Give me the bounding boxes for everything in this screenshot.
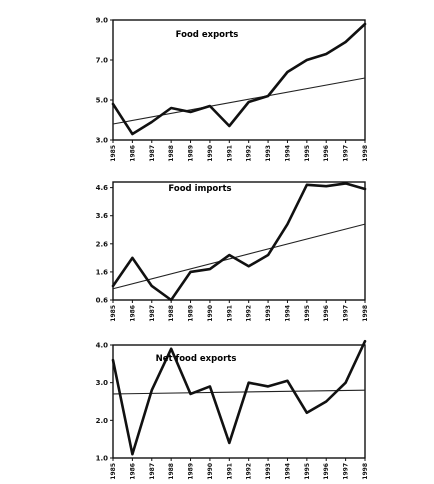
series-line	[111, 339, 367, 456]
x-tick-label: 1987	[149, 305, 156, 322]
y-tick-label: 2.6	[96, 240, 109, 248]
x-tick-label: 1992	[246, 145, 253, 162]
x-tick-label: 1997	[343, 305, 350, 322]
x-tick-label: 1998	[362, 145, 369, 162]
x-tick-label: 1992	[246, 463, 253, 480]
x-tick-label: 1997	[343, 145, 350, 162]
x-tick-label: 1987	[149, 145, 156, 162]
x-tick-label: 1998	[362, 305, 369, 322]
net-food-exports-chart: 1.0 2.0 3.0 4.0 1985 1986 1987 1988 1989 1990 1991…	[96, 339, 369, 480]
x-tick-label: 1985	[110, 463, 117, 480]
food-exports-chart: 3.0 5.0 7.0 9.0 1985 1986 1987 1988 1989 1990 1991…	[96, 17, 369, 162]
x-tick-label: 1997	[343, 463, 350, 480]
series-line	[111, 22, 367, 136]
y-tick-label: 7.0	[96, 57, 109, 65]
x-tick-label: 1995	[304, 145, 311, 162]
y-tick-label: 0.6	[96, 297, 109, 305]
x-tick-label: 1995	[304, 463, 311, 480]
x-tick-label: 1994	[284, 305, 291, 322]
y-tick-label: 4.0	[96, 342, 109, 350]
x-tick-label: 1991	[226, 463, 233, 480]
chart-title: Food imports	[168, 184, 231, 194]
x-tick-label: 1996	[323, 463, 330, 480]
x-tick-label: 1998	[362, 463, 369, 480]
x-tick-label: 1989	[188, 305, 195, 322]
x-tick-label: 1991	[226, 145, 233, 162]
y-tick-label: 3.0	[96, 379, 109, 387]
x-tick-label: 1991	[226, 305, 233, 322]
y-tick-label: 2.0	[96, 417, 109, 425]
x-tick-label: 1986	[129, 463, 136, 480]
x-tick-label: 1987	[149, 463, 156, 480]
trend-line	[112, 223, 366, 290]
x-tick-label: 1988	[168, 145, 175, 162]
chart-title: Net food exports	[156, 354, 237, 364]
x-tick-label: 1986	[129, 145, 136, 162]
y-tick-label: 4.6	[96, 184, 109, 192]
y-tick-label: 3.0	[96, 137, 109, 145]
x-tick-label: 1996	[323, 305, 330, 322]
x-tick-label: 1985	[110, 145, 117, 162]
x-tick-label: 1993	[265, 145, 272, 162]
x-tick-label: 1989	[188, 145, 195, 162]
x-tick-label: 1994	[284, 463, 291, 480]
x-tick-label: 1985	[110, 305, 117, 322]
x-tick-label: 1993	[265, 305, 272, 322]
trend-line	[112, 389, 366, 395]
series-line	[111, 182, 367, 302]
x-tick-label: 1988	[168, 463, 175, 480]
y-tick-label: 9.0	[96, 17, 109, 25]
x-tick-label: 1993	[265, 463, 272, 480]
x-tick-label: 1990	[207, 463, 214, 480]
chart-title: Food exports	[176, 30, 239, 40]
x-tick-label: 1994	[284, 145, 291, 162]
trend-line	[112, 77, 366, 125]
x-tick-label: 1992	[246, 305, 253, 322]
x-tick-label: 1990	[207, 305, 214, 322]
x-tick-label: 1990	[207, 145, 214, 162]
food-imports-chart: 0.6 1.6 2.6 3.6 4.6 1985 1986 1987 1988 1989 1990 1…	[96, 181, 369, 322]
x-tick-label: 1986	[129, 305, 136, 322]
plot-frame	[112, 181, 366, 301]
x-tick-label: 1988	[168, 305, 175, 322]
x-tick-label: 1989	[188, 463, 195, 480]
x-tick-label: 1996	[323, 145, 330, 162]
y-tick-label: 3.6	[96, 212, 109, 220]
y-tick-label: 1.6	[96, 268, 109, 276]
plot-frame	[112, 344, 366, 459]
y-tick-label: 1.0	[96, 455, 109, 463]
plot-frame	[112, 19, 366, 141]
x-tick-label: 1995	[304, 305, 311, 322]
y-tick-label: 5.0	[96, 97, 109, 105]
